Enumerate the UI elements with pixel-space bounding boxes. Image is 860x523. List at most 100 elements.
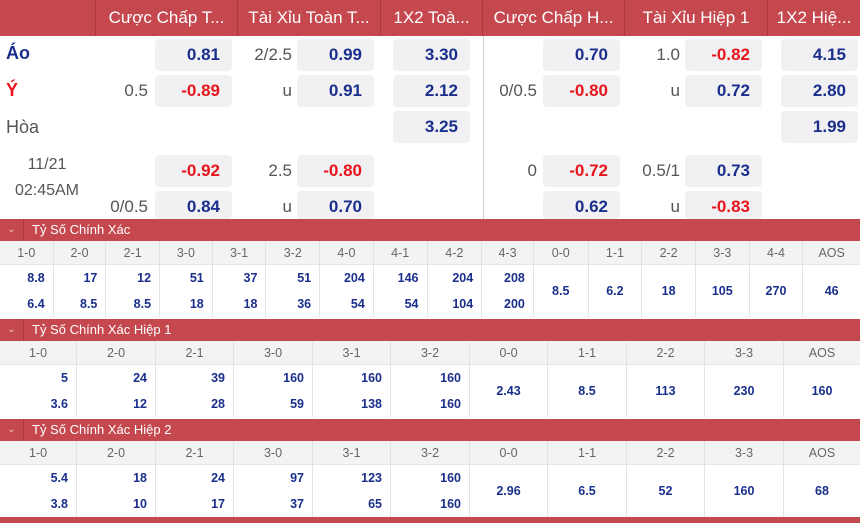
alt-hdp-h1-away-odds[interactable]: 0.62 <box>543 191 620 219</box>
header-blank <box>0 0 96 36</box>
chevron-down-icon[interactable]: ⌄ <box>0 319 24 341</box>
hdp-h1-home-odds[interactable]: 0.70 <box>543 39 620 71</box>
match-datetime: 11/21 02:45AM <box>6 152 88 204</box>
correct-score-h2-grid: 1-0 5.4 3.8 2-0 18 10 2-1 24 17 3-0 97 37 3-1 123… <box>0 441 860 517</box>
hdp-h1-away-odds[interactable]: -0.80 <box>543 75 620 107</box>
x12-ft-home-odds[interactable]: 3.30 <box>393 39 470 71</box>
chevron-down-icon[interactable]: ⌄ <box>0 419 24 441</box>
odds-table-header: Cược Chấp T... Tài Xỉu Toàn T... 1X2 Toà… <box>0 0 860 36</box>
correct-score-h1-grid: 1-0 5 3.6 2-0 24 12 2-1 39 28 3-0 160 59 3-1 160 1… <box>0 341 860 417</box>
x12-ft-draw-odds[interactable]: 3.25 <box>393 111 470 143</box>
score-col[interactable]: 1-1 6.5 <box>548 441 627 517</box>
next-section-header[interactable] <box>0 517 860 523</box>
score-col[interactable]: 3-2 51 36 <box>266 241 321 317</box>
hdp-ft-line: 0.5 <box>124 81 148 100</box>
score-col[interactable]: 0-0 8.5 <box>533 241 589 317</box>
score-col[interactable]: 2-0 18 10 <box>77 441 156 517</box>
score-col[interactable]: 0-0 2.43 <box>470 341 548 417</box>
header-handicap-ft[interactable]: Cược Chấp T... <box>96 0 238 36</box>
alt-hdp-h1-line: 0 <box>527 161 537 180</box>
score-col[interactable]: 2-1 12 8.5 <box>106 241 161 317</box>
x12-ft-away-odds[interactable]: 2.12 <box>393 75 470 107</box>
x12-h1-home-odds[interactable]: 4.15 <box>781 39 858 71</box>
section-title: Tỷ Số Chính Xác Hiệp 1 <box>32 322 172 337</box>
ou-ft-over-odds[interactable]: 0.99 <box>297 39 374 71</box>
alt-ou-ft-under-odds[interactable]: 0.70 <box>297 191 374 219</box>
alt-hdp-ft-line: 0/0.5 <box>110 197 148 216</box>
score-col[interactable]: 1-1 8.5 <box>548 341 627 417</box>
score-col[interactable]: 1-0 5.4 3.8 <box>0 441 77 517</box>
alt-ou-ft-over-odds[interactable]: -0.80 <box>297 155 374 187</box>
ou-h1-under-odds[interactable]: 0.72 <box>685 75 762 107</box>
score-col[interactable]: 2-1 39 28 <box>156 341 234 417</box>
score-col[interactable]: 3-1 123 65 <box>313 441 391 517</box>
header-over-under-ft[interactable]: Tài Xỉu Toàn T... <box>238 0 381 36</box>
score-col[interactable]: AOS 46 <box>803 241 860 317</box>
score-col[interactable]: 0-0 2.96 <box>470 441 548 517</box>
section-title: Tỷ Số Chính Xác Hiệp 2 <box>32 422 172 437</box>
header-1x2-ft[interactable]: 1X2 Toà... <box>381 0 483 36</box>
score-col[interactable]: 3-0 160 59 <box>234 341 313 417</box>
score-col[interactable]: AOS 68 <box>784 441 860 517</box>
score-col[interactable]: 3-0 97 37 <box>234 441 313 517</box>
section-correct-score-h2-header[interactable]: ⌄ Tỷ Số Chính Xác Hiệp 2 <box>0 419 860 441</box>
hdp-ft-home-odds[interactable]: 0.81 <box>155 39 232 71</box>
header-handicap-h1[interactable]: Cược Chấp H... <box>483 0 625 36</box>
x12-h1-away-odds[interactable]: 2.80 <box>781 75 858 107</box>
score-col[interactable]: 4-1 146 54 <box>373 241 428 317</box>
score-col[interactable]: 2-0 17 8.5 <box>53 241 107 317</box>
alt-hdp-ft-home-odds[interactable]: -0.92 <box>155 155 232 187</box>
score-col[interactable]: 2-1 24 17 <box>156 441 234 517</box>
score-col[interactable]: 4-4 270 <box>749 241 804 317</box>
score-col[interactable]: 4-3 208 200 <box>482 241 534 317</box>
section-correct-score-header[interactable]: ⌄ Tỷ Số Chính Xác <box>0 219 860 241</box>
section-correct-score-h1-header[interactable]: ⌄ Tỷ Số Chính Xác Hiệp 1 <box>0 319 860 341</box>
score-col[interactable]: 1-0 8.8 6.4 <box>0 241 54 317</box>
score-col[interactable]: 1-0 5 3.6 <box>0 341 77 417</box>
header-over-under-h1[interactable]: Tài Xỉu Hiệp 1 <box>625 0 768 36</box>
score-col[interactable]: 4-0 204 54 <box>320 241 374 317</box>
away-team-label: Ý <box>6 80 19 100</box>
match-time: 02:45AM <box>14 182 80 199</box>
correct-score-grid: 1-0 8.8 6.4 2-0 17 8.5 2-1 12 8.5 3-0 51 18 3-1 3… <box>0 241 860 317</box>
section-title: Tỷ Số Chính Xác <box>32 222 131 237</box>
chevron-down-icon[interactable]: ⌄ <box>0 219 24 241</box>
home-team-label: Áo <box>6 43 30 63</box>
column-divider <box>483 36 484 219</box>
alt-ou-ft-line: 2.5 <box>268 161 292 180</box>
score-col[interactable]: 2-0 24 12 <box>77 341 156 417</box>
hdp-ft-away-odds[interactable]: -0.89 <box>155 75 232 107</box>
match-date: 11/21 <box>27 156 67 173</box>
score-col[interactable]: AOS 160 <box>784 341 860 417</box>
ou-ft-line: 2/2.5 <box>254 45 292 64</box>
ou-ft-under-odds[interactable]: 0.91 <box>297 75 374 107</box>
header-1x2-h1[interactable]: 1X2 Hiệ... <box>776 8 852 27</box>
alt-hdp-ft-away-odds[interactable]: 0.84 <box>155 191 232 219</box>
draw-label: Hòa <box>6 117 40 137</box>
score-col[interactable]: 3-1 37 18 <box>212 241 267 317</box>
alt-ou-h1-under-label: u <box>670 197 680 216</box>
alt-ou-ft-under-label: u <box>282 197 292 216</box>
score-col[interactable]: 4-2 204 104 <box>427 241 483 317</box>
score-col[interactable]: 2-2 52 <box>627 441 705 517</box>
ou-h1-line: 1.0 <box>656 45 680 64</box>
alt-ou-h1-line: 0.5/1 <box>642 161 680 180</box>
score-col[interactable]: 3-3 160 <box>705 441 784 517</box>
score-col[interactable]: 3-2 160 160 <box>391 341 470 417</box>
score-col[interactable]: 2-2 113 <box>627 341 705 417</box>
ou-h1-over-odds[interactable]: -0.82 <box>685 39 762 71</box>
score-col[interactable]: 3-2 160 160 <box>391 441 470 517</box>
score-col[interactable]: 2-2 18 <box>642 241 696 317</box>
alt-hdp-h1-home-odds[interactable]: -0.72 <box>543 155 620 187</box>
ou-ft-under-label: u <box>282 81 292 100</box>
alt-ou-h1-under-odds[interactable]: -0.83 <box>685 191 762 219</box>
hdp-h1-line: 0/0.5 <box>499 81 537 100</box>
score-col[interactable]: 3-0 51 18 <box>160 241 213 317</box>
alt-ou-h1-over-odds[interactable]: 0.73 <box>685 155 762 187</box>
score-col[interactable]: 1-1 6.2 <box>588 241 643 317</box>
score-col[interactable]: 3-3 105 <box>695 241 750 317</box>
score-col[interactable]: 3-3 230 <box>705 341 784 417</box>
score-col[interactable]: 3-1 160 138 <box>313 341 391 417</box>
x12-h1-draw-odds[interactable]: 1.99 <box>781 111 858 143</box>
ou-h1-under-label: u <box>670 81 680 100</box>
